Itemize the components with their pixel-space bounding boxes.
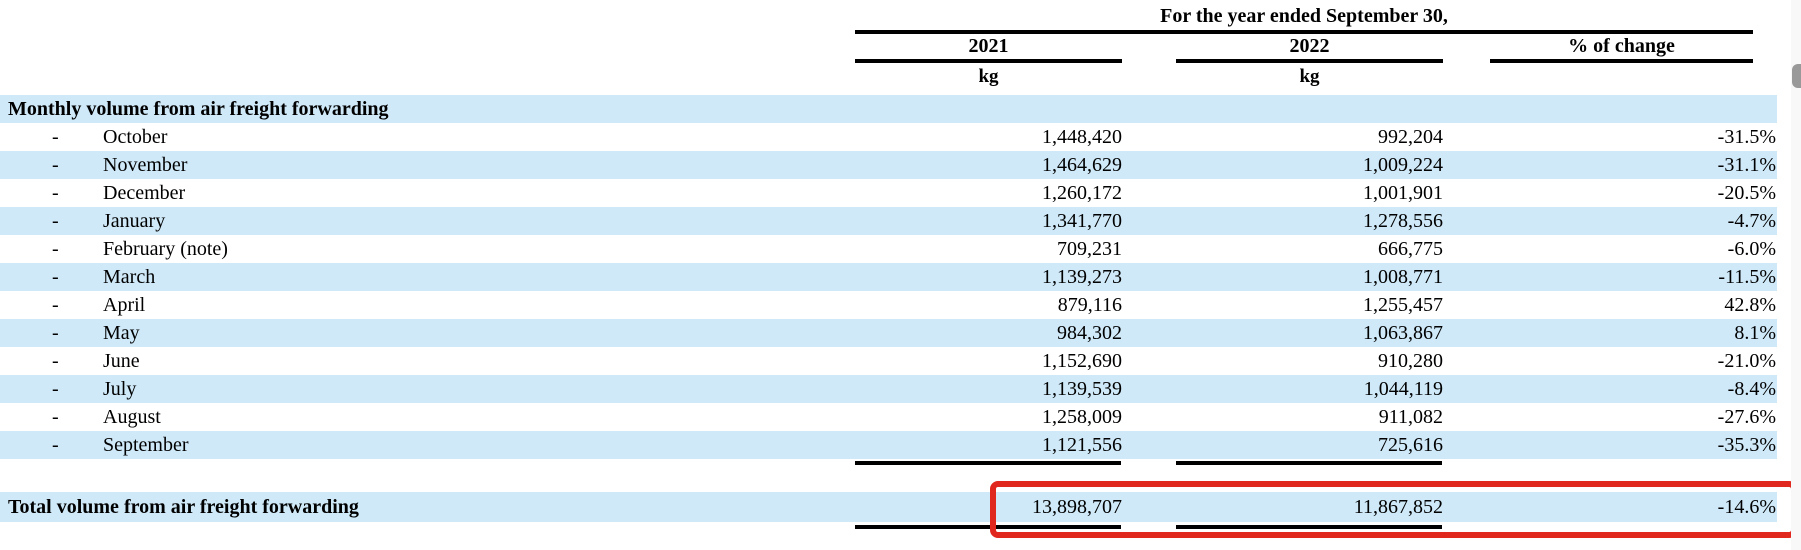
table-row: - February (note) 709,231 666,775 -6.0% [0,235,1777,263]
row-month-label: December [103,182,186,204]
vertical-scrollbar-thumb[interactable] [1792,64,1801,88]
row-change-value: -21.0% [1717,350,1776,372]
total-row: Total volume from air freight forwarding… [0,492,1777,522]
row-change-value: -27.6% [1717,406,1776,428]
row-2021-value: 879,116 [1057,294,1122,316]
row-change-value: -31.5% [1717,126,1776,148]
column-header-pct-change: % of change [1568,35,1675,57]
unit-label-2022-kg: kg [1299,66,1320,87]
table-row: - October 1,448,420 992,204 -31.5% [0,123,1777,151]
row-2021-value: 1,258,009 [1042,406,1122,428]
row-month-label: September [103,434,189,456]
period-underline [855,30,1753,34]
row-2021-value: 1,139,273 [1042,266,1122,288]
table-row: - August 1,258,009 911,082 -27.6% [0,403,1777,431]
row-2022-value: 1,008,771 [1363,266,1443,288]
row-2021-value: 709,231 [1057,238,1122,260]
row-2022-value: 992,204 [1378,126,1443,148]
row-2022-value: 1,009,224 [1363,154,1443,176]
table-row: - January 1,341,770 1,278,556 -4.7% [0,207,1777,235]
row-2021-value: 1,121,556 [1042,434,1122,456]
row-bullet: - [52,434,59,456]
row-bullet: - [52,406,59,428]
column-header-2021: 2021 [968,35,1009,57]
row-bullet: - [52,154,59,176]
row-change-value: -35.3% [1717,434,1776,456]
row-change-value: 42.8% [1724,294,1776,316]
table-row: - April 879,116 1,255,457 42.8% [0,291,1777,319]
total-change-value: -14.6% [1717,496,1776,518]
total-label: Total volume from air freight forwarding [8,496,359,518]
row-2021-value: 1,152,690 [1042,350,1122,372]
total-2022-rule [1176,525,1442,529]
table-body: Monthly volume from air freight forwardi… [0,95,1777,459]
row-month-label: June [103,350,140,372]
row-2021-value: 1,448,420 [1042,126,1122,148]
row-month-label: February (note) [103,238,228,260]
column-header-2022: 2022 [1289,35,1330,57]
total-2021-rule [855,525,1121,529]
row-2021-value: 984,302 [1057,322,1122,344]
row-change-value: -11.5% [1718,266,1776,288]
row-change-value: -4.7% [1727,210,1776,232]
row-bullet: - [52,322,59,344]
row-2021-value: 1,139,539 [1042,378,1122,400]
row-month-label: August [103,406,161,428]
row-bullet: - [52,238,59,260]
row-bullet: - [52,266,59,288]
table-row: - November 1,464,629 1,009,224 -31.1% [0,151,1777,179]
col-2021-underline [855,59,1122,63]
total-2022-value: 11,867,852 [1353,496,1443,518]
row-month-label: January [103,210,166,232]
row-month-label: July [103,378,137,400]
row-change-value: -8.4% [1727,378,1776,400]
row-2022-value: 911,082 [1378,406,1443,428]
row-bullet: - [52,210,59,232]
row-2022-value: 1,255,457 [1363,294,1443,316]
table-row: - March 1,139,273 1,008,771 -11.5% [0,263,1777,291]
row-2022-value: 666,775 [1378,238,1443,260]
row-month-label: March [103,266,156,288]
highlight-annotation-box [990,481,1797,538]
section-header-row: Monthly volume from air freight forwardi… [0,95,1777,123]
row-2021-value: 1,464,629 [1042,154,1122,176]
row-change-value: -20.5% [1717,182,1776,204]
row-change-value: -31.1% [1717,154,1776,176]
september-2022-subtotal-rule [1176,461,1442,465]
row-month-label: May [103,322,140,344]
col-2022-underline [1176,59,1443,63]
row-2021-value: 1,341,770 [1042,210,1122,232]
table-row: - July 1,139,539 1,044,119 -8.4% [0,375,1777,403]
row-month-label: November [103,154,188,176]
total-2021-value: 13,898,707 [1032,496,1122,518]
vertical-scrollbar-track[interactable] [1791,0,1801,550]
col-pct-underline [1490,59,1753,63]
row-change-value: 8.1% [1734,322,1776,344]
row-bullet: - [52,378,59,400]
row-2022-value: 1,044,119 [1363,378,1443,400]
row-2022-value: 910,280 [1378,350,1443,372]
section-title: Monthly volume from air freight forwardi… [8,98,389,120]
row-2022-value: 1,278,556 [1363,210,1443,232]
table-row: - June 1,152,690 910,280 -21.0% [0,347,1777,375]
row-2021-value: 1,260,172 [1042,182,1122,204]
row-bullet: - [52,126,59,148]
september-2021-subtotal-rule [855,461,1121,465]
row-month-label: April [103,294,146,316]
unit-label-2021-kg: kg [978,66,999,87]
period-header: For the year ended September 30, [1160,5,1448,27]
row-2022-value: 1,063,867 [1363,322,1443,344]
row-bullet: - [52,182,59,204]
row-2022-value: 725,616 [1378,434,1443,456]
row-bullet: - [52,294,59,316]
row-2022-value: 1,001,901 [1363,182,1443,204]
row-change-value: -6.0% [1727,238,1776,260]
row-month-label: October [103,126,168,148]
row-bullet: - [52,350,59,372]
table-row: - May 984,302 1,063,867 8.1% [0,319,1777,347]
table-row: - September 1,121,556 725,616 -35.3% [0,431,1777,459]
table-row: - December 1,260,172 1,001,901 -20.5% [0,179,1777,207]
